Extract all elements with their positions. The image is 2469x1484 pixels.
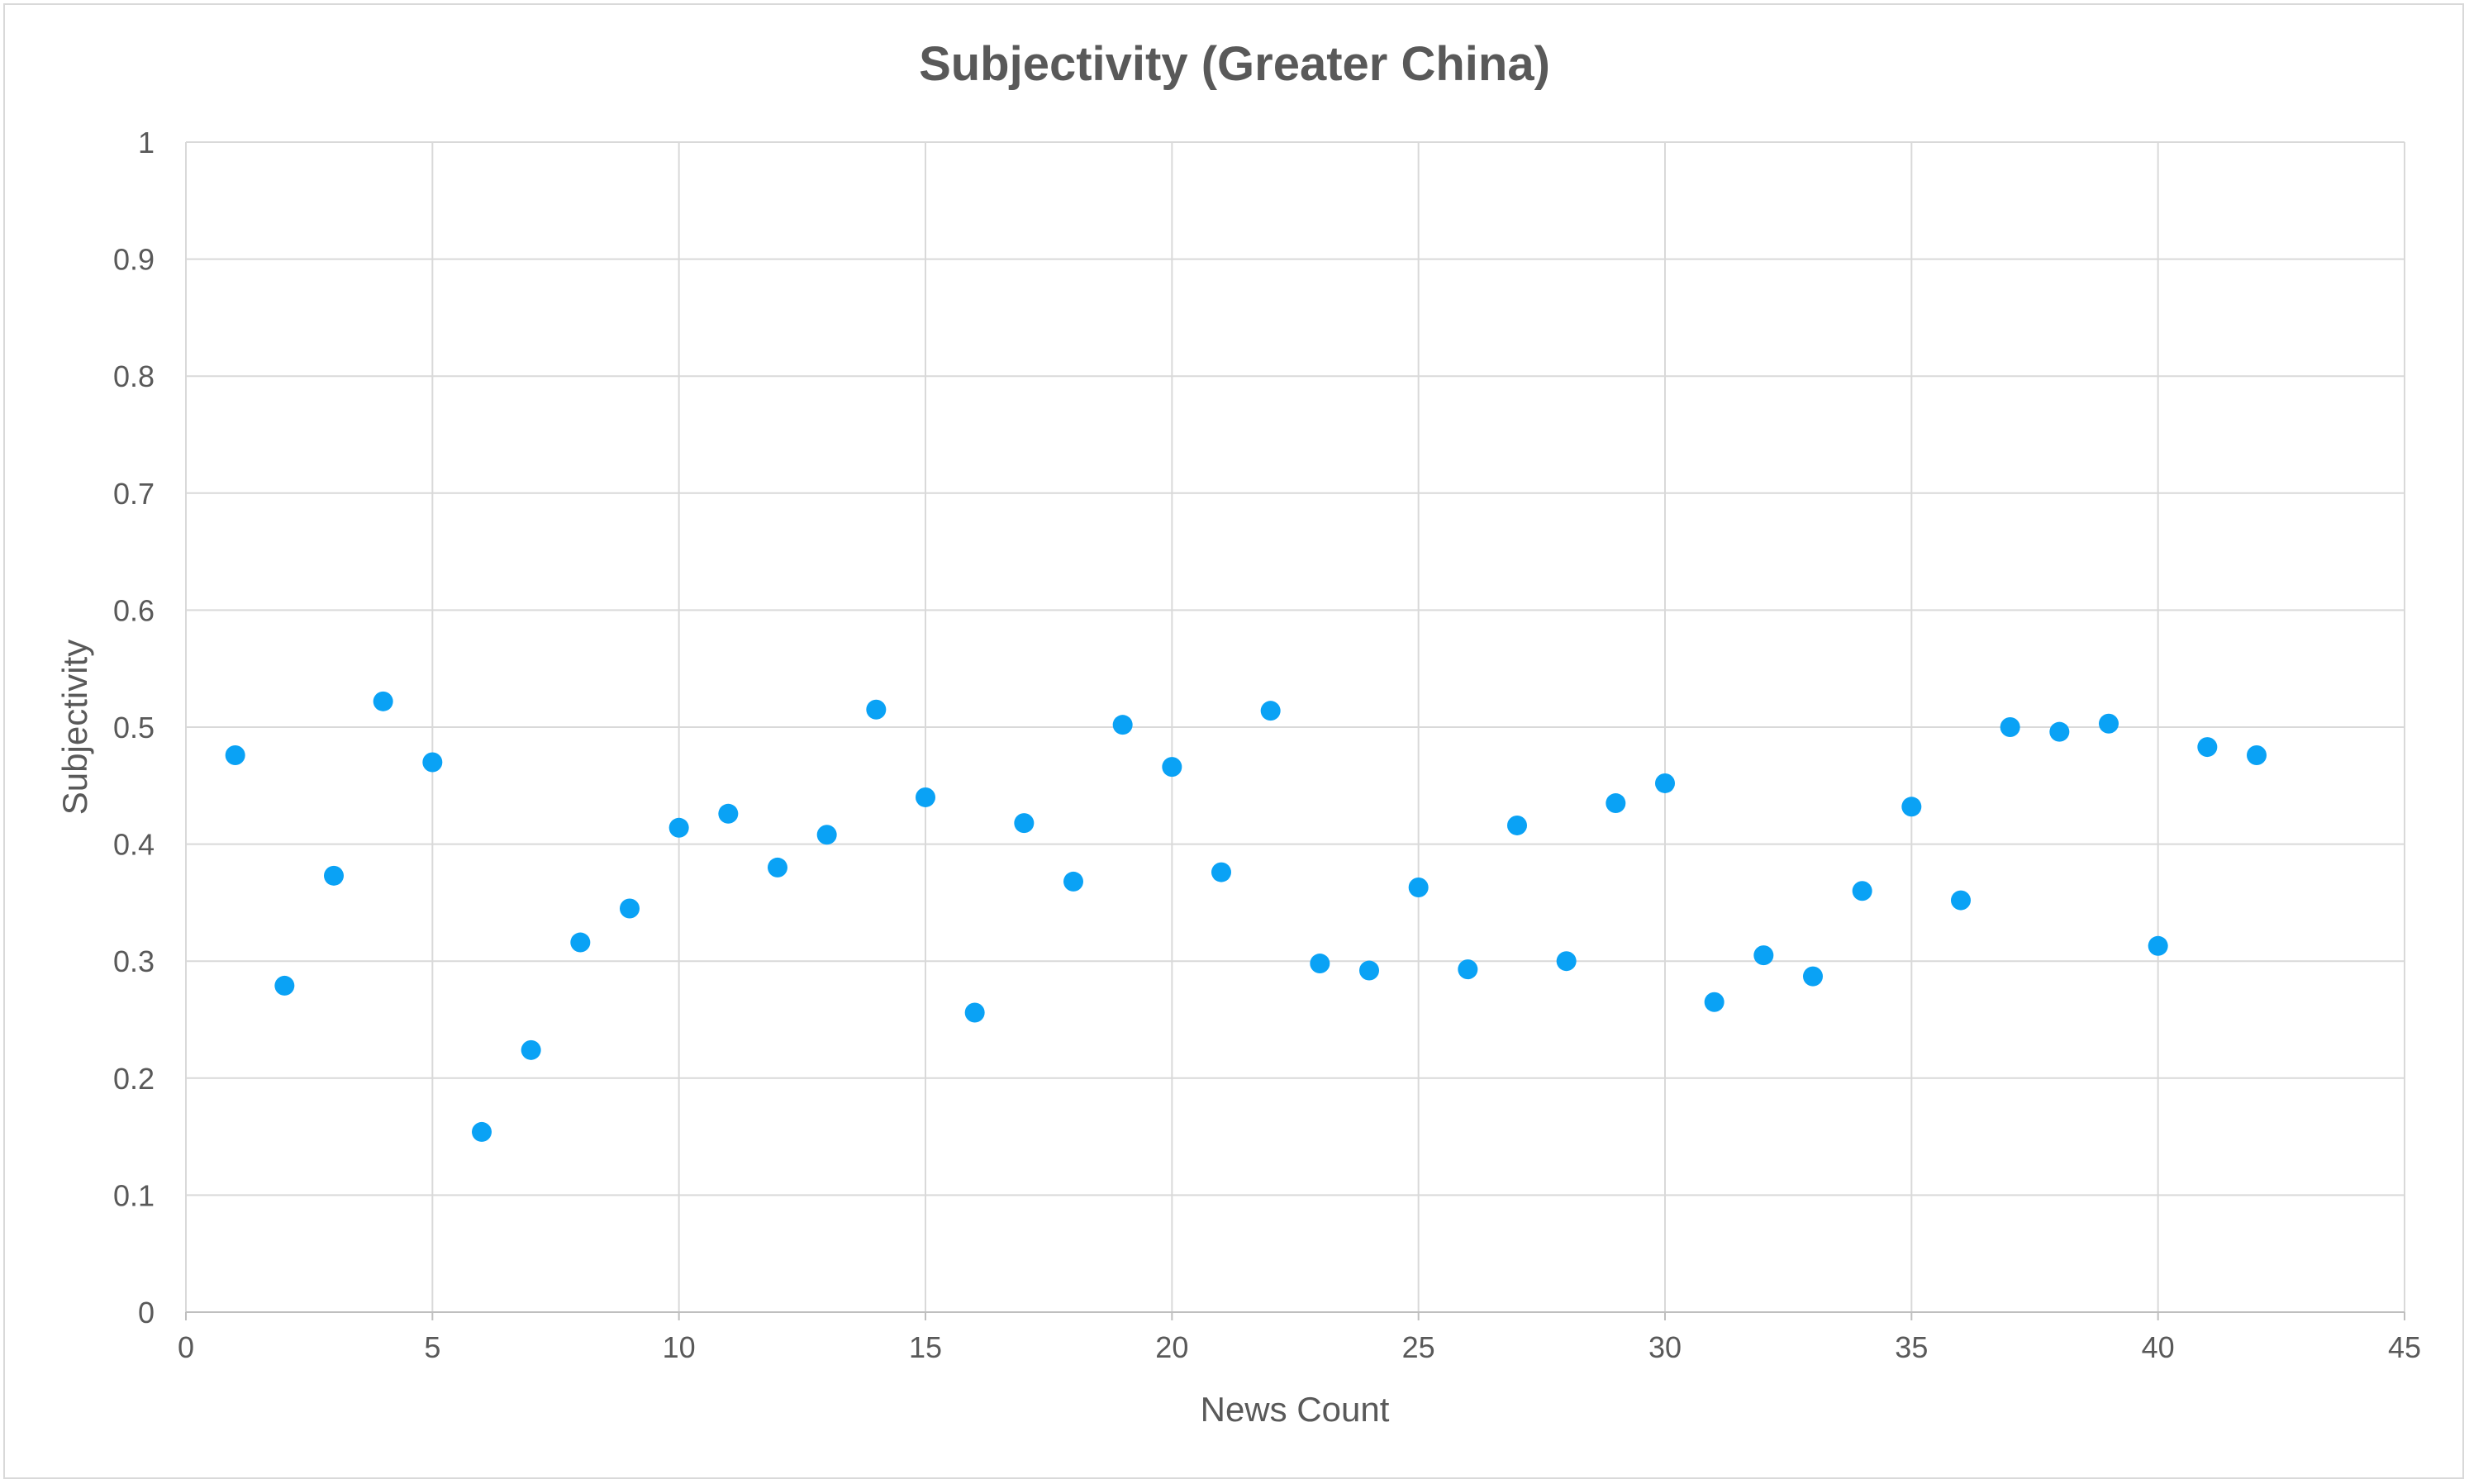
y-tick-label-3: 0.3 [113, 944, 155, 978]
data-point-0-31 [1704, 992, 1724, 1012]
y-tick-label-4: 0.4 [113, 828, 155, 862]
y-tick-label-1: 0.1 [113, 1178, 155, 1212]
data-point-0-30 [1655, 773, 1675, 793]
data-point-0-11 [718, 803, 739, 824]
y-tick-label-8: 0.8 [113, 359, 155, 393]
y-tick-label-7: 0.7 [113, 477, 155, 511]
data-point-0-20 [1162, 757, 1182, 778]
data-point-0-37 [2000, 717, 2020, 737]
horizontal-gridlines [186, 141, 2405, 1313]
data-point-0-24 [1359, 960, 1379, 981]
data-point-0-35 [1901, 797, 1922, 817]
x-axis-ticks: 0 5 10 15 20 25 30 35 40 45 [178, 1312, 2421, 1364]
x-tick-label-0: 0 [178, 1330, 194, 1364]
data-points [225, 691, 2267, 1142]
y-tick-label-6: 0.6 [113, 593, 155, 627]
x-axis-label: News Count [1201, 1390, 1390, 1429]
x-tick-label-4: 20 [1155, 1330, 1188, 1364]
data-point-0-32 [1753, 945, 1774, 966]
x-tick-label-8: 40 [2142, 1330, 2175, 1364]
data-point-0-34 [1852, 881, 1872, 901]
data-point-0-14 [866, 699, 887, 720]
data-point-0-1 [225, 744, 245, 765]
data-point-0-29 [1606, 793, 1626, 814]
data-point-0-38 [2049, 721, 2070, 742]
x-tick-label-2: 10 [663, 1330, 696, 1364]
y-tick-label-5: 0.5 [113, 711, 155, 744]
data-point-0-33 [1803, 966, 1823, 987]
y-tick-label-2: 0.2 [113, 1062, 155, 1096]
data-point-0-36 [1951, 890, 1971, 911]
x-tick-label-9: 45 [2388, 1330, 2421, 1364]
data-point-0-26 [1458, 959, 1478, 980]
y-tick-label-9: 0.9 [113, 243, 155, 277]
x-tick-label-6: 30 [1648, 1330, 1682, 1364]
x-tick-label-3: 15 [909, 1330, 942, 1364]
x-tick-label-5: 25 [1402, 1330, 1435, 1364]
data-point-0-19 [1112, 715, 1133, 735]
data-point-0-39 [2099, 713, 2119, 734]
data-point-0-15 [916, 787, 935, 807]
data-point-0-7 [521, 1039, 541, 1060]
data-point-0-10 [668, 817, 689, 838]
y-axis-label: Subjectivity [55, 640, 94, 815]
data-point-0-2 [274, 975, 295, 996]
data-point-0-16 [964, 1002, 985, 1023]
data-point-0-22 [1260, 701, 1281, 721]
data-point-0-41 [2197, 737, 2218, 758]
data-point-0-3 [324, 865, 344, 886]
data-point-0-21 [1211, 862, 1231, 882]
chart-frame [3, 3, 2464, 1479]
x-tick-label-7: 35 [1895, 1330, 1928, 1364]
data-point-0-23 [1310, 954, 1330, 974]
chart-title: Subjectivity (Greater China) [919, 37, 1550, 91]
x-tick-label-1: 5 [424, 1330, 440, 1364]
data-point-0-40 [2148, 935, 2168, 956]
data-point-0-6 [472, 1121, 492, 1142]
data-point-0-13 [816, 825, 837, 845]
data-point-0-42 [2247, 744, 2267, 765]
data-point-0-4 [373, 691, 393, 711]
y-tick-label-10: 1 [138, 126, 155, 159]
data-point-0-5 [422, 752, 443, 773]
data-point-0-12 [768, 857, 787, 878]
y-axis-ticks: 0 0.1 0.2 0.3 0.4 0.5 0.6 0.7 0.8 0.9 1 [113, 126, 155, 1329]
data-point-0-18 [1063, 871, 1083, 892]
data-point-0-25 [1408, 877, 1429, 897]
data-point-0-17 [1014, 813, 1035, 834]
data-point-0-8 [570, 932, 591, 953]
y-tick-label-0: 0 [138, 1296, 155, 1329]
data-point-0-9 [620, 898, 640, 919]
data-point-0-27 [1507, 815, 1527, 835]
data-point-0-28 [1556, 951, 1577, 972]
